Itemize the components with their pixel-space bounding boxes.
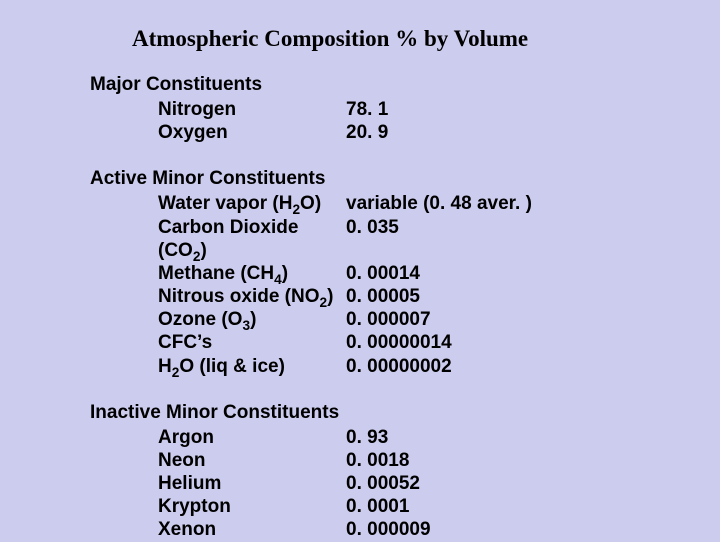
row-value: 0. 00000002 xyxy=(346,355,720,378)
row-value: 78. 1 xyxy=(346,98,720,121)
row-value: 0. 035 xyxy=(346,216,720,262)
table-row: Helium 0. 00052 xyxy=(90,472,720,495)
row-label: H2O (liq & ice) xyxy=(90,355,346,378)
row-value: 0. 000009 xyxy=(346,518,720,541)
table-row: Krypton 0. 0001 xyxy=(90,495,720,518)
row-value: 0. 00000014 xyxy=(346,331,720,354)
table-row: Carbon Dioxide (CO2) 0. 035 xyxy=(90,216,720,262)
table-row: Nitrogen 78. 1 xyxy=(90,98,720,121)
table-row: Ozone (O3) 0. 000007 xyxy=(90,308,720,331)
section-header: Major Constituents xyxy=(90,74,720,96)
row-value: 0. 000007 xyxy=(346,308,720,331)
row-value: 0. 00014 xyxy=(346,262,720,285)
row-label: Nitrogen xyxy=(90,98,346,121)
table-row: CFC’s 0. 00000014 xyxy=(90,331,720,354)
section-header: Active Minor Constituents xyxy=(90,168,720,190)
table-row: Oxygen 20. 9 xyxy=(90,121,720,144)
section-inactive-minor: Inactive Minor Constituents Argon 0. 93 … xyxy=(90,402,720,542)
row-label: Nitrous oxide (NO2) xyxy=(90,285,346,308)
row-label: Water vapor (H2O) xyxy=(90,192,346,215)
section-major: Major Constituents Nitrogen 78. 1 Oxygen… xyxy=(90,74,720,144)
row-label: CFC’s xyxy=(90,331,346,354)
row-value: variable (0. 48 aver. ) xyxy=(346,192,720,215)
row-value: 0. 93 xyxy=(346,426,720,449)
table-row: Neon 0. 0018 xyxy=(90,449,720,472)
row-value: 0. 00005 xyxy=(346,285,720,308)
row-label: Ozone (O3) xyxy=(90,308,346,331)
table-row: Xenon 0. 000009 xyxy=(90,518,720,541)
row-label: Krypton xyxy=(90,495,346,518)
row-label: Methane (CH4) xyxy=(90,262,346,285)
row-value: 20. 9 xyxy=(346,121,720,144)
table-row: Methane (CH4) 0. 00014 xyxy=(90,262,720,285)
table-row: H2O (liq & ice) 0. 00000002 xyxy=(90,355,720,378)
page-container: Atmospheric Composition % by Volume Majo… xyxy=(0,0,720,542)
row-label: Argon xyxy=(90,426,346,449)
table-row: Argon 0. 93 xyxy=(90,426,720,449)
row-label: Neon xyxy=(90,449,346,472)
table-row: Nitrous oxide (NO2) 0. 00005 xyxy=(90,285,720,308)
row-label: Xenon xyxy=(90,518,346,541)
row-value: 0. 00052 xyxy=(346,472,720,495)
section-header: Inactive Minor Constituents xyxy=(90,402,720,424)
section-active-minor: Active Minor Constituents Water vapor (H… xyxy=(90,168,720,377)
page-title: Atmospheric Composition % by Volume xyxy=(132,26,720,52)
table-row: Water vapor (H2O) variable (0. 48 aver. … xyxy=(90,192,720,215)
row-label: Carbon Dioxide (CO2) xyxy=(90,216,346,262)
row-label: Helium xyxy=(90,472,346,495)
row-value: 0. 0018 xyxy=(346,449,720,472)
row-value: 0. 0001 xyxy=(346,495,720,518)
row-label: Oxygen xyxy=(90,121,346,144)
